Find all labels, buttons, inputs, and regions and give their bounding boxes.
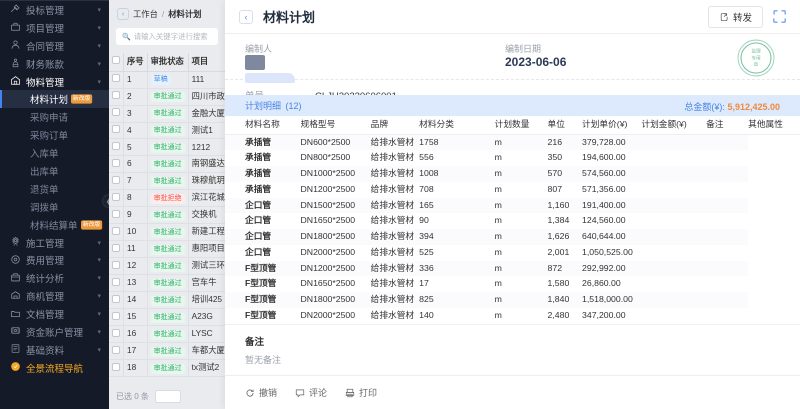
svg-text:章: 章: [754, 61, 759, 68]
svg-text:监理: 监理: [751, 48, 761, 54]
svg-text:专用: 专用: [751, 54, 761, 61]
